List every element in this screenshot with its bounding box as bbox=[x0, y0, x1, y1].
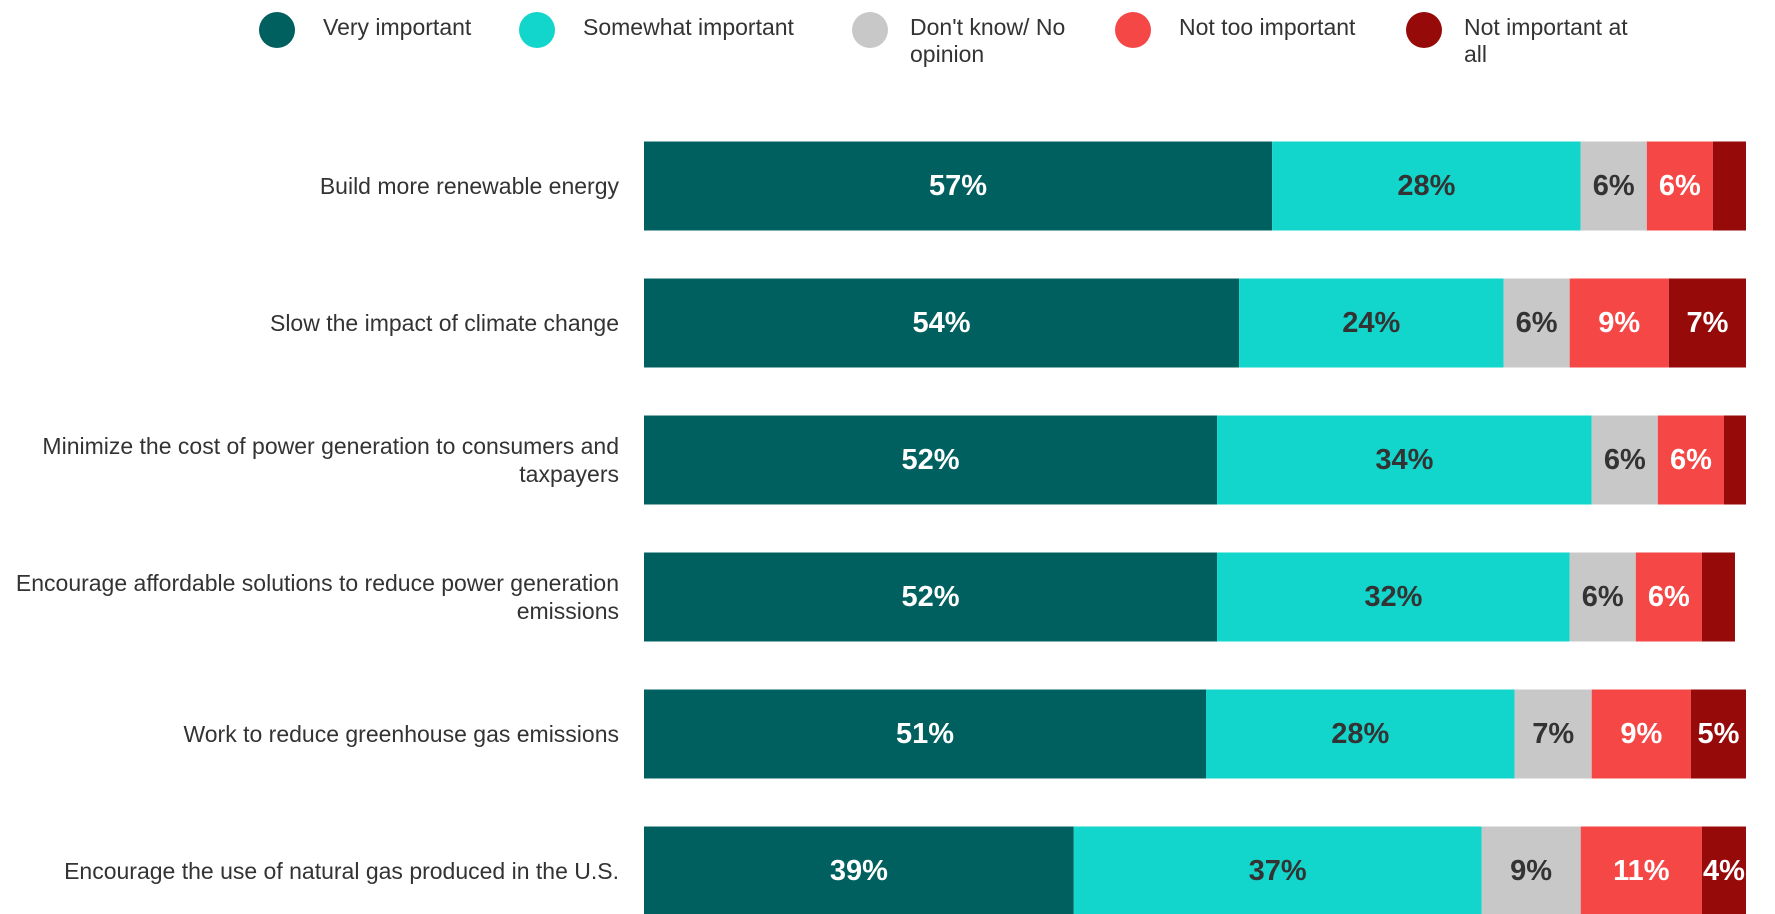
data-label: 6% bbox=[1648, 581, 1690, 613]
category-label: Minimize the cost of power generation to… bbox=[42, 433, 619, 487]
data-label: 6% bbox=[1593, 170, 1635, 202]
legend-label: Somewhat important bbox=[583, 14, 794, 40]
bar-segment bbox=[644, 826, 1074, 914]
data-label: 51% bbox=[896, 718, 954, 750]
category-label: Encourage affordable solutions to reduce… bbox=[15, 570, 619, 624]
legend-label: Not important at all bbox=[1464, 14, 1628, 67]
data-label: 24% bbox=[1342, 307, 1400, 339]
data-label: 39% bbox=[830, 855, 888, 887]
legend-item: Very important bbox=[259, 8, 471, 48]
data-label: 52% bbox=[901, 581, 959, 613]
data-label: 57% bbox=[929, 170, 987, 202]
data-label: 11% bbox=[1613, 855, 1670, 887]
legend-swatch bbox=[519, 12, 555, 48]
bar-segment bbox=[1668, 278, 1746, 368]
legend-item: Somewhat important bbox=[519, 8, 794, 48]
data-label: 6% bbox=[1582, 581, 1624, 613]
bar-segment bbox=[644, 415, 1218, 505]
bar-segment bbox=[1481, 826, 1581, 914]
bar-segment bbox=[1217, 552, 1570, 642]
legend-item: Not important at all bbox=[1406, 8, 1654, 68]
bar-segment bbox=[1657, 415, 1724, 505]
bar-segment bbox=[1580, 826, 1702, 914]
bar-segment bbox=[1712, 141, 1746, 231]
data-label: 34% bbox=[1375, 444, 1433, 476]
data-label: 32% bbox=[1364, 581, 1422, 613]
legend-swatch bbox=[852, 12, 888, 48]
bar-segment bbox=[1591, 689, 1691, 779]
data-label: 28% bbox=[1331, 718, 1389, 750]
bar-segment bbox=[1239, 278, 1504, 368]
data-label: 52% bbox=[901, 444, 959, 476]
data-label: 7% bbox=[1686, 307, 1728, 339]
bar-segment bbox=[644, 141, 1273, 231]
data-label: 37% bbox=[1249, 855, 1307, 887]
bar-segment bbox=[644, 689, 1207, 779]
bar-segment bbox=[1272, 141, 1581, 231]
bar-segment bbox=[1503, 278, 1570, 368]
bar-segment bbox=[1646, 141, 1713, 231]
bar-segment bbox=[644, 278, 1240, 368]
bar-segment bbox=[1701, 552, 1735, 642]
data-label: 9% bbox=[1510, 855, 1552, 887]
data-label: 6% bbox=[1516, 307, 1558, 339]
bar-segment bbox=[1723, 415, 1746, 505]
bar-segment bbox=[1206, 689, 1515, 779]
legend-item: Not too important bbox=[1115, 8, 1355, 48]
data-label: 7% bbox=[1532, 718, 1574, 750]
category-label: Slow the impact of climate change bbox=[269, 310, 619, 336]
category-label: Encourage the use of natural gas produce… bbox=[64, 858, 619, 884]
legend-label: Very important bbox=[323, 14, 472, 40]
data-label: 4% bbox=[1703, 855, 1745, 887]
bar-segment bbox=[1514, 689, 1592, 779]
data-label: 5% bbox=[1697, 718, 1739, 750]
bar-segment bbox=[1701, 826, 1746, 914]
legend-swatch bbox=[259, 12, 295, 48]
bar-segment bbox=[1569, 278, 1669, 368]
data-label: 9% bbox=[1598, 307, 1640, 339]
bar-segment bbox=[1635, 552, 1702, 642]
bar-segment bbox=[1591, 415, 1658, 505]
data-label: 54% bbox=[913, 307, 971, 339]
legend-item: Don't know/ No opinion bbox=[852, 8, 1085, 68]
data-label: 9% bbox=[1620, 718, 1662, 750]
bar-segment bbox=[644, 552, 1218, 642]
bar-segment bbox=[1580, 141, 1647, 231]
legend-swatch bbox=[1406, 12, 1442, 48]
bar-segment bbox=[1569, 552, 1636, 642]
data-label: 28% bbox=[1397, 170, 1455, 202]
legend-label: Not too important bbox=[1179, 14, 1356, 40]
category-label: Build more renewable energy bbox=[319, 173, 619, 199]
data-label: 6% bbox=[1604, 444, 1646, 476]
bar-segment bbox=[1217, 415, 1592, 505]
data-label: 6% bbox=[1659, 170, 1701, 202]
bar-segment bbox=[1073, 826, 1482, 914]
legend-swatch bbox=[1115, 12, 1151, 48]
category-label: Work to reduce greenhouse gas emissions bbox=[183, 721, 619, 747]
data-label: 6% bbox=[1670, 444, 1712, 476]
legend-label: Don't know/ No opinion bbox=[910, 14, 1066, 67]
bar-segment bbox=[1690, 689, 1746, 779]
